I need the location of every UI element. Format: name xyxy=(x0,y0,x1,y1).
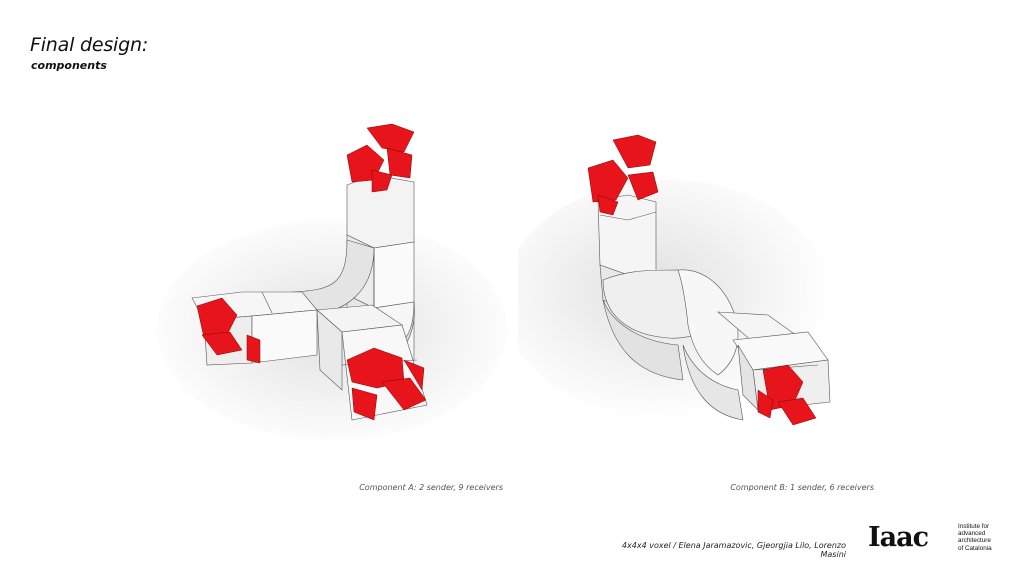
logo-line: advanced xyxy=(958,530,986,538)
component-a-render xyxy=(142,120,510,476)
component-b-caption: Component B: 1 sender, 6 receivers xyxy=(730,483,874,492)
credits-text: 4x4x4 voxel / Elena Jaramazovic, Gjeorgj… xyxy=(621,541,846,559)
logo-line: architecture xyxy=(958,537,991,545)
logo-line: Institute for xyxy=(958,523,990,530)
slide-title: Final design: xyxy=(30,34,149,56)
component-b-render xyxy=(518,120,886,476)
logo-mark: Iaac xyxy=(868,522,929,553)
logo-institute-name: Institute for advanced architecture of C… xyxy=(958,523,1018,552)
iaac-logo: Iaac Institute for advanced architecture… xyxy=(868,522,998,556)
logo-line: of Catalonia xyxy=(958,544,992,552)
component-a-caption: Component A: 2 sender, 9 receivers xyxy=(359,483,503,492)
slide-subtitle: components xyxy=(31,59,107,72)
